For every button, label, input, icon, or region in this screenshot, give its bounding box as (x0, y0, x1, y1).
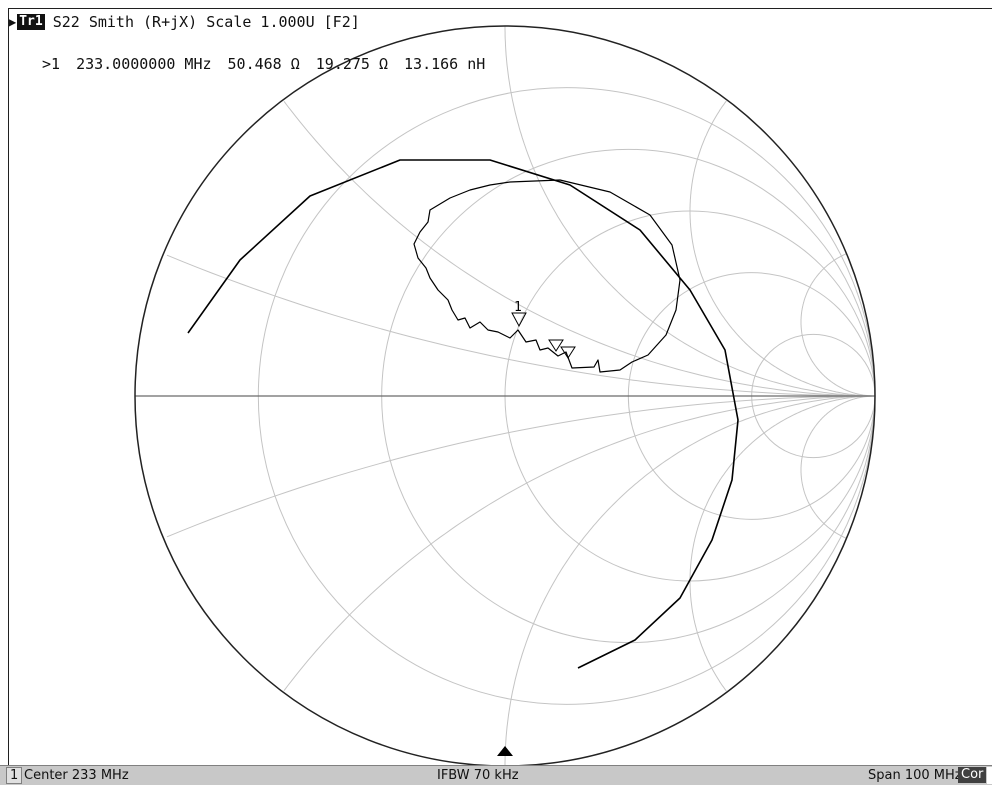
smith-chart[interactable]: 1 (0, 0, 992, 765)
reactance-arc (800, 395, 875, 539)
span-setting[interactable]: Span 100 MHz (868, 768, 962, 783)
reactance-arc (166, 254, 876, 397)
active-trace-arrow-icon: ▶ (9, 15, 17, 29)
outer-circle (134, 25, 876, 765)
trace-reference-arc[interactable] (187, 159, 739, 669)
reactance-arc (689, 395, 875, 692)
status-bar: 1 Center 233 MHz IFBW 70 kHz Span 100 MH… (0, 765, 992, 785)
reactance-arc (283, 395, 875, 691)
reactance-arc (283, 101, 875, 397)
reactance-arc (689, 100, 875, 397)
status-edge (987, 767, 992, 784)
marker-inductance: 13.166 nH (404, 55, 486, 73)
stimulus-marker-triangle-up-icon[interactable] (497, 746, 513, 756)
reactance-arc (166, 395, 876, 538)
reactance-arc (504, 26, 875, 397)
marker-frequency: 233.0000000 MHz (76, 55, 212, 73)
trace-title[interactable]: S22 Smith (R+jX) Scale 1.000U [F2] (52, 13, 360, 31)
trace-header[interactable]: ▶ Tr1 S22 Smith (R+jX) Scale 1.000U [F2] (9, 12, 360, 32)
trace-marker-triangle-icon (560, 346, 576, 359)
marker-1-label: 1 (514, 300, 522, 315)
marker-reactance: 19.275 Ω (315, 55, 389, 73)
marker-readout: >1 233.0000000 MHz 50.468 Ω 19.275 Ω 13.… (42, 55, 501, 73)
correction-badge[interactable]: Cor (958, 767, 987, 783)
channel-number[interactable]: 1 (6, 767, 23, 784)
ifbw-setting[interactable]: IFBW 70 kHz (437, 768, 519, 783)
marker-resistance: 50.468 Ω (227, 55, 300, 73)
trace-measured-loop[interactable] (413, 179, 681, 373)
center-frequency[interactable]: Center 233 MHz (24, 768, 129, 783)
marker-id: >1 (42, 55, 61, 73)
reactance-arc (800, 253, 875, 397)
trace-window[interactable] (8, 8, 992, 765)
marker-1-triangle-down-icon[interactable] (511, 312, 527, 328)
trace-marker-triangle-icon (548, 339, 564, 352)
trace-badge[interactable]: Tr1 (17, 14, 45, 30)
reactance-arc (504, 395, 875, 765)
